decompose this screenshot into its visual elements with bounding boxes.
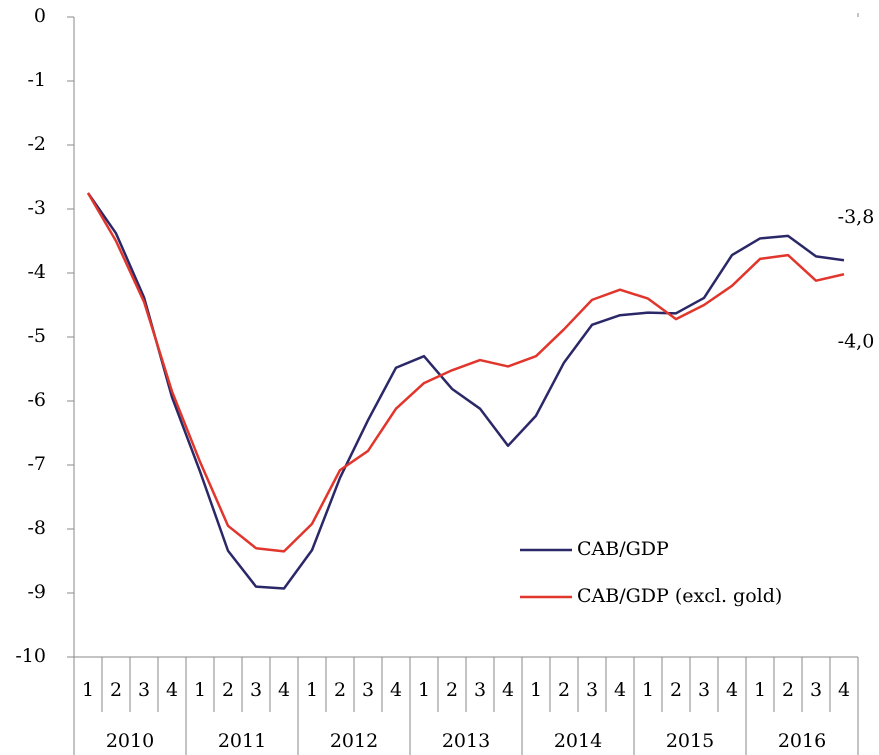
x-tick-label: 3 [586,679,598,701]
y-tick-label: -6 [27,389,46,411]
x-group-label: 2013 [442,730,490,752]
legend-label: CAB/GDP [577,538,669,560]
y-tick-label: -3 [27,197,46,219]
x-tick-label: 4 [614,679,626,701]
x-tick-label: 1 [642,679,654,701]
x-tick-label: 2 [446,679,458,701]
x-tick-label: 4 [390,679,402,701]
y-tick-label: -2 [27,133,46,155]
x-tick-label: 1 [754,679,766,701]
x-group-label: 2010 [106,730,154,752]
x-tick-label: 1 [418,679,430,701]
data-label: -3,8 [838,206,875,228]
x-tick-label: 2 [670,679,682,701]
x-group-label: 2015 [666,730,714,752]
x-tick-label: 1 [194,679,206,701]
x-tick-label: 2 [222,679,234,701]
y-tick-label: -9 [27,581,46,603]
y-tick-label: -10 [15,645,46,667]
x-tick-label: 4 [726,679,738,701]
x-tick-label: 3 [250,679,262,701]
series-line [86,192,845,590]
x-tick-label: 3 [138,679,150,701]
y-tick-label: -1 [27,69,46,91]
data-label: -4,0 [838,330,875,352]
x-tick-label: 2 [558,679,570,701]
y-tick-label: -7 [27,453,46,475]
x-tick-label: 3 [810,679,822,701]
x-tick-label: 4 [166,679,178,701]
x-tick-label: 1 [306,679,318,701]
x-tick-label: 1 [82,679,94,701]
x-group-label: 2011 [218,730,266,752]
x-group-label: 2016 [778,730,826,752]
x-group-label: 2014 [554,730,602,752]
x-tick-label: 3 [698,679,710,701]
x-tick-label: 3 [474,679,486,701]
x-group-label: 2012 [330,730,378,752]
y-tick-label: -5 [27,325,46,347]
x-tick-label: 4 [278,679,290,701]
x-tick-label: 4 [838,679,850,701]
x-tick-label: 2 [334,679,346,701]
y-tick-label: 0 [34,5,46,27]
legend-label: CAB/GDP (excl. gold) [577,585,782,607]
series-line [86,192,845,553]
y-tick-label: -8 [27,517,46,539]
x-tick-label: 2 [110,679,122,701]
y-tick-label: -4 [27,261,46,283]
x-tick-label: 1 [530,679,542,701]
x-tick-label: 4 [502,679,514,701]
x-tick-label: 2 [782,679,794,701]
x-tick-label: 3 [362,679,374,701]
